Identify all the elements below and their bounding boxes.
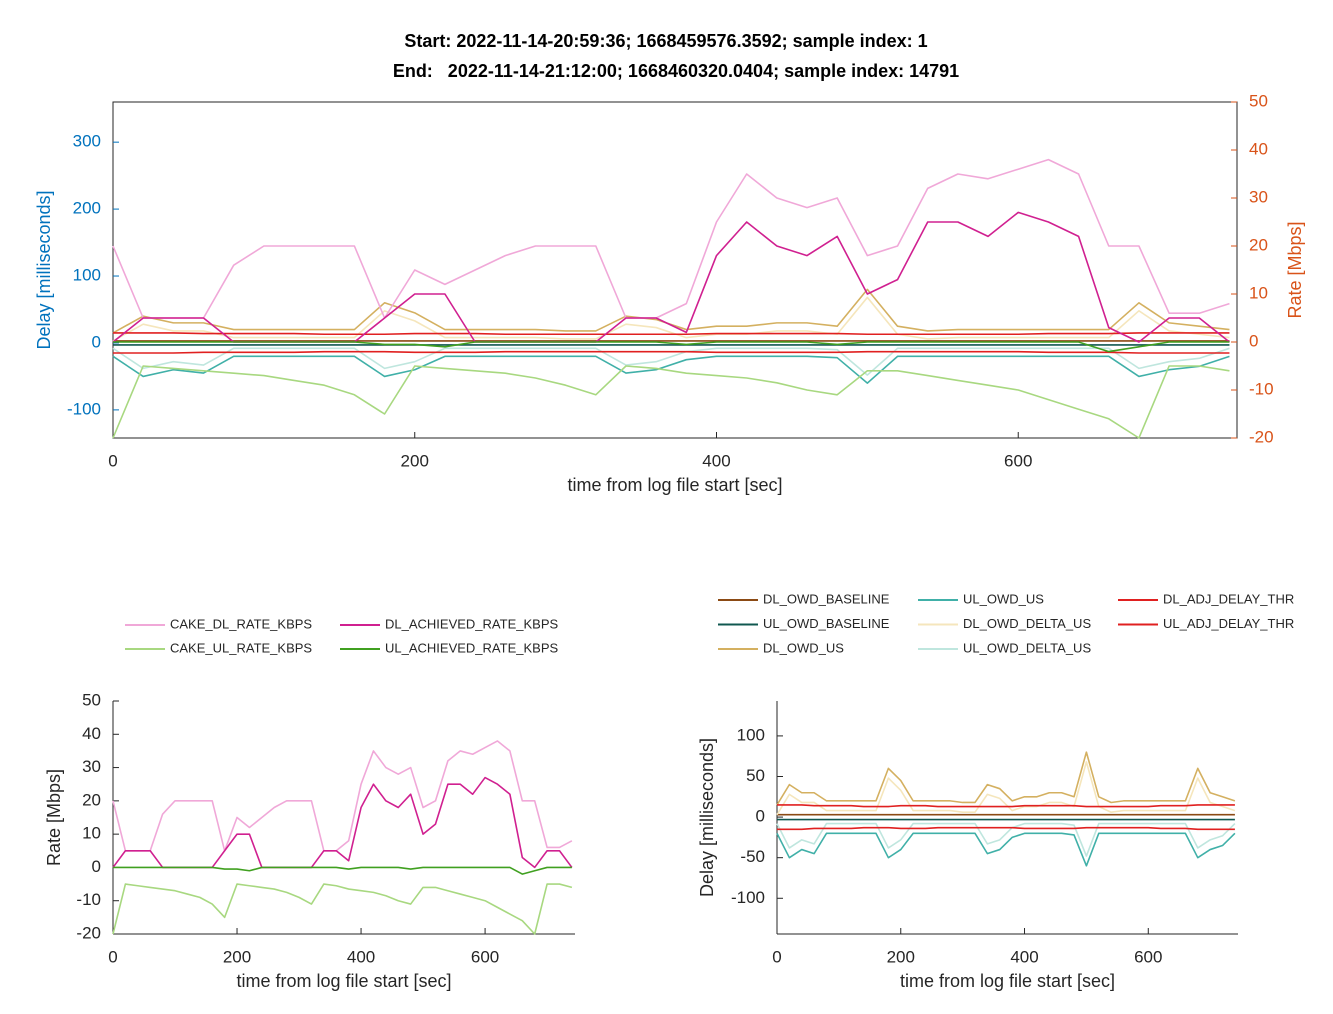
x-tick-label: 600 [471,947,499,966]
x-axis-label: time from log file start [sec] [900,971,1115,991]
series-line [776,761,1236,816]
x-tick-label: 0 [772,947,781,966]
series-line [776,832,1236,867]
y-tick-label: 0 [92,857,101,876]
plot-frame [112,101,1238,439]
legend-label: DL_OWD_US [763,640,844,655]
y-axis-label: Delay [milliseconds] [34,190,54,349]
y-tick-label: 0 [92,332,101,351]
x-tick-label: 200 [223,947,251,966]
y2-tick-label: 50 [1249,91,1268,110]
legend-label: UL_OWD_DELTA_US [963,640,1091,655]
y-axis-label: Rate [Mbps] [44,769,64,866]
y-tick-label: 100 [737,725,765,744]
series-line [113,350,1230,354]
y-tick-label: 40 [82,724,101,743]
series-line [112,740,573,852]
legend-label: CAKE_DL_RATE_KBPS [170,616,312,631]
y-tick-label: 50 [82,690,101,709]
series-line [112,365,1230,439]
series-line [112,211,1230,343]
legend-label: UL_OWD_US [963,591,1044,606]
legend-label: UL_OWD_BASELINE [763,616,890,631]
y-tick-label: 10 [82,824,101,843]
legend-label: DL_OWD_BASELINE [763,591,890,606]
x-tick-label: 600 [1134,947,1162,966]
y2-tick-label: 30 [1249,187,1268,206]
y2-tick-label: 0 [1249,331,1258,350]
x-tick-label: 600 [1004,451,1032,470]
title-start: Start: 2022-11-14-20:59:36; 1668459576.3… [404,31,927,51]
y-tick-label: 20 [82,790,101,809]
legend-label: DL_OWD_DELTA_US [963,616,1091,631]
series-line [777,804,1235,808]
series-line [113,341,1230,353]
series-line [112,296,1230,342]
x-tick-label: 200 [401,451,429,470]
y-tick-label: -100 [731,888,765,907]
x-tick-label: 400 [1010,947,1038,966]
series-line [776,822,1236,857]
y-tick-label: -100 [67,399,101,418]
y-axis-label: Delay [milliseconds] [697,738,717,897]
y2-tick-label: -10 [1249,379,1274,398]
y2-axis-label: Rate [Mbps] [1285,221,1305,318]
series-line [113,866,572,875]
x-tick-label: 0 [108,451,117,470]
y-tick-label: -10 [76,890,101,909]
y-tick-label: 100 [73,266,101,285]
legend-label: CAKE_UL_RATE_KBPS [170,640,312,655]
y2-tick-label: 10 [1249,283,1268,302]
series-line [777,826,1235,831]
legend-label: DL_ACHIEVED_RATE_KBPS [385,616,558,631]
y-tick-label: 0 [756,807,765,826]
series-line [112,355,1230,384]
series-line [112,158,1230,319]
x-axis-label: time from log file start [sec] [567,475,782,495]
legend-label: DL_ADJ_DELAY_THR [1163,591,1294,606]
legend-label: UL_ADJ_DELAY_THR [1163,616,1294,631]
y-tick-label: -20 [76,923,101,942]
y-tick-label: 50 [746,766,765,785]
y-tick-label: 300 [73,132,101,151]
legend-label: UL_ACHIEVED_RATE_KBPS [385,640,558,655]
y2-tick-label: 20 [1249,235,1268,254]
series-line [112,776,573,869]
x-tick-label: 0 [108,947,117,966]
y2-tick-label: -20 [1249,427,1274,446]
title-end: End: 2022-11-14-21:12:00; 1668460320.040… [393,61,959,81]
x-axis-label: time from log file start [sec] [236,971,451,991]
x-tick-label: 200 [887,947,915,966]
y-tick-label: 30 [82,757,101,776]
series-line [112,347,1230,376]
y-tick-label: 200 [73,199,101,218]
x-tick-label: 400 [702,451,730,470]
series-line [776,751,1236,806]
x-tick-label: 400 [347,947,375,966]
series-line [112,883,573,935]
series-line [113,332,1230,336]
y-tick-label: -50 [740,847,765,866]
y2-tick-label: 40 [1249,139,1268,158]
